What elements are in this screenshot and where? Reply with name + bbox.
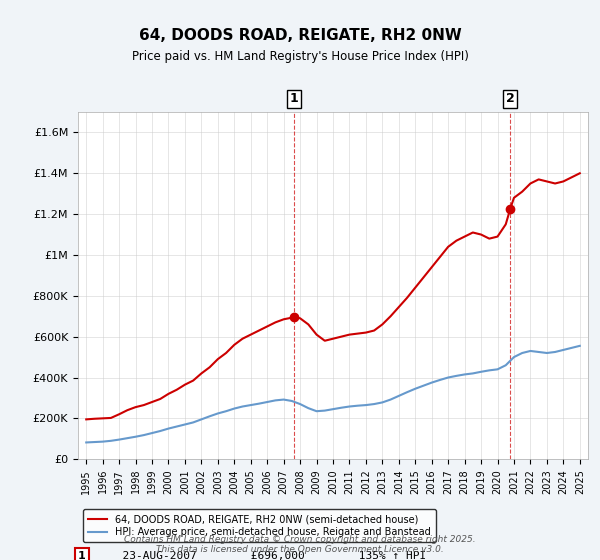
Text: Contains HM Land Registry data © Crown copyright and database right 2025.
This d: Contains HM Land Registry data © Crown c… <box>124 535 476 554</box>
Text: 1: 1 <box>290 92 299 105</box>
Legend: 64, DOODS ROAD, REIGATE, RH2 0NW (semi-detached house), HPI: Average price, semi: 64, DOODS ROAD, REIGATE, RH2 0NW (semi-d… <box>83 509 436 542</box>
Text: 23-AUG-2007        £696,000        135% ↑ HPI: 23-AUG-2007 £696,000 135% ↑ HPI <box>109 552 426 560</box>
Text: 2: 2 <box>506 92 515 105</box>
Text: Price paid vs. HM Land Registry's House Price Index (HPI): Price paid vs. HM Land Registry's House … <box>131 50 469 63</box>
Text: 64, DOODS ROAD, REIGATE, RH2 0NW: 64, DOODS ROAD, REIGATE, RH2 0NW <box>139 28 461 43</box>
Text: 1: 1 <box>78 552 86 560</box>
